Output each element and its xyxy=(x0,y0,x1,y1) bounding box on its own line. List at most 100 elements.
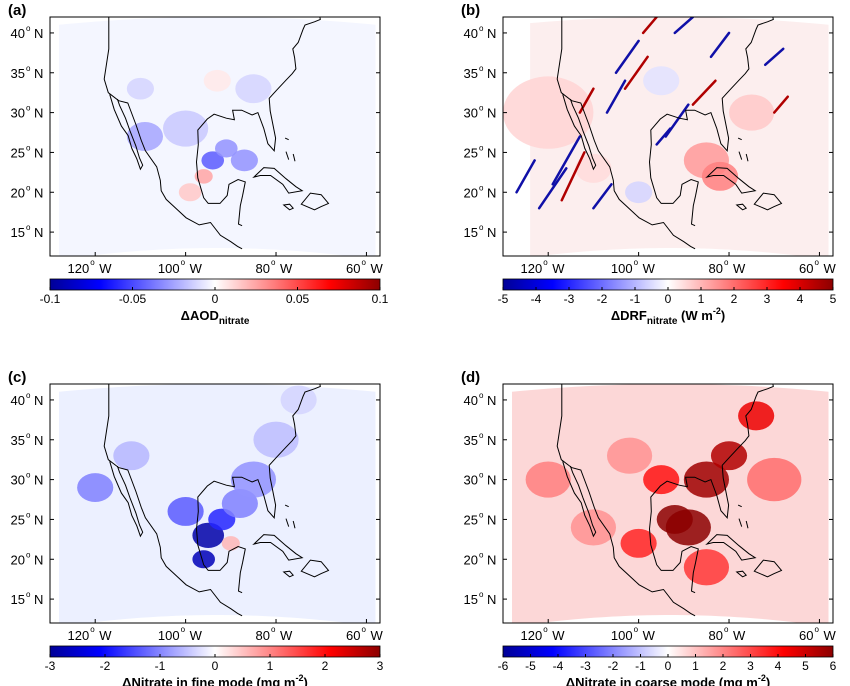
colorbar-tick-label: -1 xyxy=(630,292,641,306)
model-domain xyxy=(512,384,829,623)
lat-degree: o xyxy=(479,24,484,33)
lat-unit: N xyxy=(34,185,43,200)
field-anomaly xyxy=(221,536,240,551)
lat-unit: N xyxy=(487,393,496,408)
coast-pacific xyxy=(556,384,696,617)
lat-unit: N xyxy=(34,433,43,448)
coast-gulf-mexico xyxy=(195,511,246,594)
field-anomaly xyxy=(625,181,653,204)
lat-unit: N xyxy=(34,592,43,607)
field-anomaly xyxy=(126,77,154,100)
coast-baja xyxy=(562,94,597,171)
axes-frame xyxy=(49,383,381,624)
lon-tick-label: 120 xyxy=(68,628,90,643)
lat-degree: o xyxy=(479,590,484,599)
coast-bahamas xyxy=(285,518,290,527)
coast-bahamas xyxy=(738,151,743,160)
lon-degree: o xyxy=(181,258,186,267)
coast-bahamas xyxy=(292,153,296,162)
field-streak xyxy=(578,87,595,114)
lat-tick-label: 25 xyxy=(464,512,478,527)
field-streak xyxy=(614,39,640,75)
lon-unit: W xyxy=(823,261,836,276)
heatmap-field xyxy=(512,384,829,623)
field-streak xyxy=(537,167,568,210)
colorbar-tick-label: 4 xyxy=(775,659,782,673)
field-anomaly xyxy=(738,401,775,431)
colorbar-tick-label: 2 xyxy=(322,659,329,673)
field-streak xyxy=(592,183,613,210)
lat-tick-label: 20 xyxy=(464,185,478,200)
coast-baja xyxy=(109,94,144,171)
colorbar-tick-label: 0 xyxy=(665,659,672,673)
lon-unit: W xyxy=(190,261,203,276)
coast-us-east xyxy=(650,384,774,519)
coastlines xyxy=(556,384,783,617)
lat-tick-label: 25 xyxy=(11,145,25,160)
lat-unit: N xyxy=(34,106,43,121)
lon-tick-label: 100 xyxy=(158,628,180,643)
lon-tick-label: 80 xyxy=(709,628,723,643)
colorbar-tick-label: -2 xyxy=(597,292,608,306)
coast-pacific xyxy=(103,17,243,250)
colorbar-tick-label: 0.1 xyxy=(372,292,389,306)
coastlines xyxy=(556,17,783,250)
coast-cuba xyxy=(705,534,757,561)
coast-us-east xyxy=(197,384,321,519)
coast-jamaica xyxy=(735,203,748,211)
lat-degree: o xyxy=(26,64,31,73)
lat-degree: o xyxy=(479,183,484,192)
colorbar-tick-label: -0.1 xyxy=(40,292,61,306)
colorbar-tick-label: 0 xyxy=(212,659,219,673)
colorbar-tick-label: 2 xyxy=(720,659,727,673)
coast-bahamas xyxy=(737,137,742,141)
lat-tick-label: 40 xyxy=(464,393,478,408)
colorbar-tick-label: -1 xyxy=(155,659,166,673)
colorbar-tick-label: -3 xyxy=(580,659,591,673)
lat-unit: N xyxy=(487,592,496,607)
lon-degree: o xyxy=(361,625,366,634)
field-streak xyxy=(772,95,790,114)
colorbar-label: ΔNitrate in fine mode (mg m-2) xyxy=(122,673,308,686)
lat-degree: o xyxy=(26,183,31,192)
lat-degree: o xyxy=(479,510,484,519)
field-anomaly xyxy=(503,76,594,149)
field-anomaly xyxy=(203,69,231,92)
colorbar-tick-label: 3 xyxy=(747,659,754,673)
heatmap-field xyxy=(503,17,829,256)
lon-degree: o xyxy=(271,625,276,634)
lon-degree: o xyxy=(181,625,186,634)
lat-degree: o xyxy=(479,391,484,400)
lon-degree: o xyxy=(543,258,548,267)
lon-tick-label: 100 xyxy=(611,628,633,643)
colorbar-tick-label: 6 xyxy=(830,659,837,673)
lat-degree: o xyxy=(26,510,31,519)
lat-tick-label: 15 xyxy=(464,225,478,240)
lat-unit: N xyxy=(34,66,43,81)
lat-degree: o xyxy=(479,143,484,152)
coast-bahamas xyxy=(737,504,742,508)
heatmap-field xyxy=(59,384,376,623)
field-anomaly xyxy=(683,549,730,586)
lon-unit: W xyxy=(823,628,836,643)
lat-tick-label: 30 xyxy=(464,106,478,121)
colorbar-tick-label: 2 xyxy=(731,292,738,306)
lat-tick-label: 15 xyxy=(11,592,25,607)
coast-pacific xyxy=(556,17,696,250)
field-anomaly xyxy=(230,461,277,498)
coast-cuba xyxy=(252,167,304,194)
lat-degree: o xyxy=(26,391,31,400)
lat-tick-label: 15 xyxy=(11,225,25,240)
field-anomaly xyxy=(710,441,748,471)
coast-jamaica xyxy=(735,570,748,578)
coast-hispaniola xyxy=(753,559,783,578)
lon-tick-label: 60 xyxy=(346,261,360,276)
lat-unit: N xyxy=(487,473,496,488)
panel-label: (b) xyxy=(461,2,480,19)
colorbar-tick-label: -5 xyxy=(525,659,536,673)
lat-degree: o xyxy=(26,550,31,559)
colorbar-tick-label: -6 xyxy=(498,659,509,673)
coast-gulf-mexico xyxy=(195,144,246,227)
colorbar-tick-label: -5 xyxy=(498,292,509,306)
